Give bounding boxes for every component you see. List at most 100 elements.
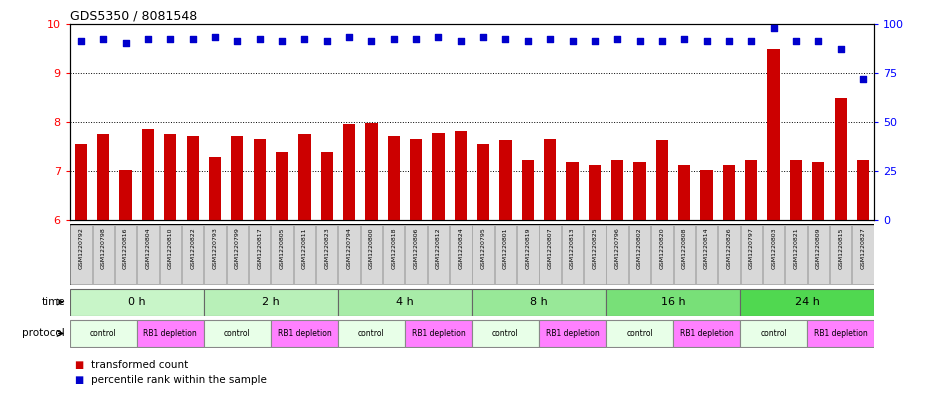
Point <box>230 38 245 44</box>
Text: GSM1220826: GSM1220826 <box>726 227 732 269</box>
Bar <box>205 225 226 284</box>
Bar <box>410 139 422 220</box>
Text: GSM1220816: GSM1220816 <box>123 227 128 268</box>
Bar <box>745 160 757 220</box>
Bar <box>740 225 762 284</box>
Text: GSM1220822: GSM1220822 <box>190 227 195 269</box>
Text: GSM1220823: GSM1220823 <box>325 227 329 269</box>
Point <box>766 24 781 31</box>
Text: RB1 depletion: RB1 depletion <box>814 329 868 338</box>
Text: time: time <box>42 297 65 307</box>
Text: RB1 depletion: RB1 depletion <box>680 329 734 338</box>
Bar <box>232 136 244 220</box>
Text: GSM1220807: GSM1220807 <box>548 227 552 269</box>
Text: 16 h: 16 h <box>661 297 685 307</box>
Bar <box>499 140 512 220</box>
Bar <box>115 225 137 284</box>
Text: RB1 depletion: RB1 depletion <box>546 329 600 338</box>
Bar <box>830 225 851 284</box>
Point <box>498 36 513 42</box>
Bar <box>673 320 740 347</box>
Text: GSM1220811: GSM1220811 <box>302 227 307 268</box>
Text: RB1 depletion: RB1 depletion <box>277 329 331 338</box>
Text: 8 h: 8 h <box>530 297 548 307</box>
Bar <box>812 162 825 220</box>
Bar <box>141 129 154 220</box>
Bar <box>807 320 874 347</box>
Bar <box>428 225 449 284</box>
Bar <box>522 160 534 220</box>
Point <box>73 38 88 44</box>
Bar <box>477 144 489 220</box>
Text: 24 h: 24 h <box>795 297 819 307</box>
Bar <box>204 320 271 347</box>
Bar <box>606 320 673 347</box>
Bar <box>227 225 248 284</box>
Text: GSM1220821: GSM1220821 <box>793 227 799 269</box>
Bar <box>74 144 87 220</box>
Text: GSM1220798: GSM1220798 <box>100 227 106 269</box>
Bar <box>294 225 315 284</box>
Text: GSM1220812: GSM1220812 <box>436 227 441 269</box>
Bar <box>673 225 695 284</box>
Bar <box>678 165 690 220</box>
Point <box>521 38 536 44</box>
Bar <box>119 170 132 220</box>
Point <box>856 75 870 82</box>
Bar <box>472 320 539 347</box>
Text: transformed count: transformed count <box>91 360 189 370</box>
Bar <box>316 225 338 284</box>
Text: GSM1220820: GSM1220820 <box>659 227 664 269</box>
Text: GSM1220802: GSM1220802 <box>637 227 642 269</box>
Bar <box>589 165 601 220</box>
Bar <box>97 134 110 220</box>
Bar <box>338 320 405 347</box>
Text: GSM1220800: GSM1220800 <box>369 227 374 268</box>
Bar <box>852 225 874 284</box>
Bar <box>405 225 427 284</box>
Text: GSM1220817: GSM1220817 <box>258 227 262 269</box>
Bar <box>656 140 668 220</box>
Text: 2 h: 2 h <box>262 297 280 307</box>
Point <box>655 38 670 44</box>
Bar <box>763 225 784 284</box>
Text: ■: ■ <box>74 360 84 370</box>
Bar <box>629 225 650 284</box>
Point <box>677 36 692 42</box>
Text: GSM1220793: GSM1220793 <box>212 227 218 269</box>
Text: GDS5350 / 8081548: GDS5350 / 8081548 <box>70 9 197 22</box>
Bar <box>517 225 538 284</box>
Bar <box>321 152 333 220</box>
Bar <box>137 320 204 347</box>
Bar <box>388 136 400 220</box>
Text: protocol: protocol <box>22 329 65 338</box>
Bar <box>807 225 829 284</box>
Bar <box>254 139 266 220</box>
Bar <box>718 225 739 284</box>
Text: GSM1220801: GSM1220801 <box>503 227 508 268</box>
Bar <box>187 136 199 220</box>
Bar <box>138 225 159 284</box>
Bar <box>70 225 92 284</box>
Text: control: control <box>224 329 251 338</box>
Bar <box>249 225 271 284</box>
Point <box>118 40 133 46</box>
Bar <box>182 225 204 284</box>
Point <box>833 46 848 52</box>
Text: GSM1220805: GSM1220805 <box>280 227 285 268</box>
Point <box>140 36 155 42</box>
Point <box>274 38 289 44</box>
Text: GSM1220824: GSM1220824 <box>458 227 463 269</box>
Point <box>588 38 603 44</box>
Bar <box>740 288 874 316</box>
Bar <box>834 98 847 220</box>
Text: GSM1220827: GSM1220827 <box>860 227 866 269</box>
Point <box>744 38 759 44</box>
Text: RB1 depletion: RB1 depletion <box>412 329 465 338</box>
Bar <box>606 288 740 316</box>
Bar <box>611 160 623 220</box>
Bar <box>740 320 807 347</box>
Point <box>252 36 267 42</box>
Bar <box>271 320 338 347</box>
Text: control: control <box>760 329 787 338</box>
